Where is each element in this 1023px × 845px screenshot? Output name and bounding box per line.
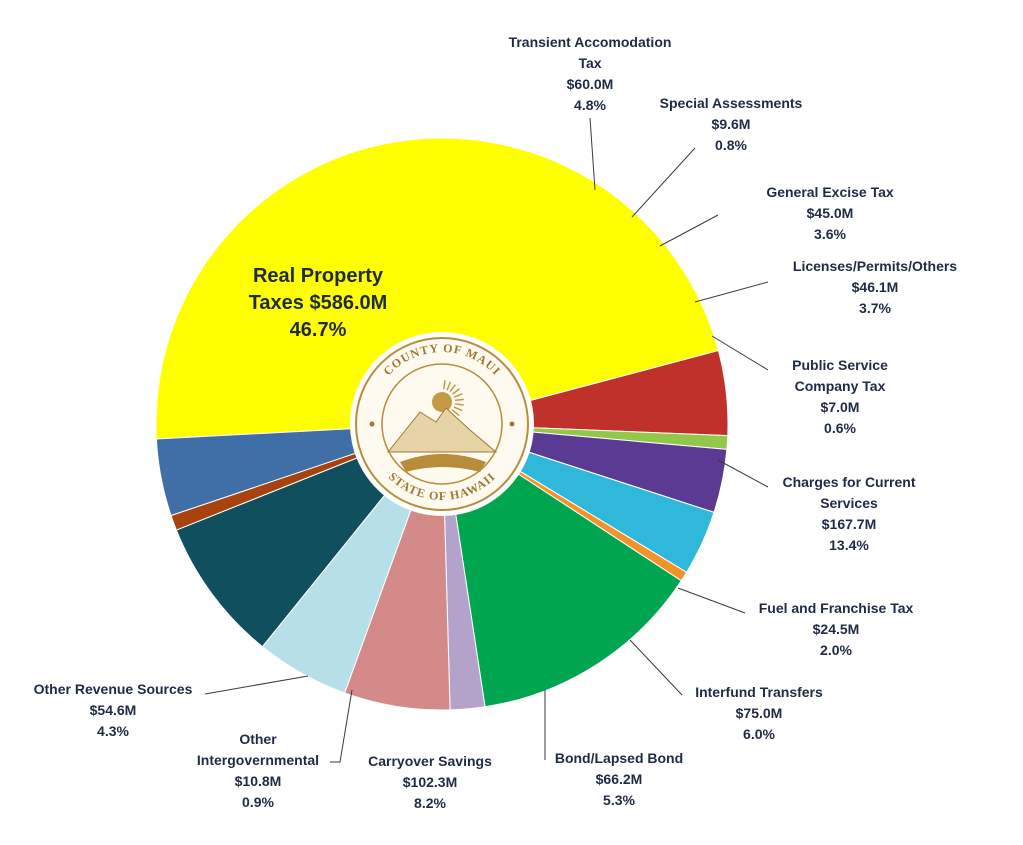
leader-public-service-company-tax [711,335,769,371]
label-name: Other Revenue Sources [34,681,193,697]
label-percent: 13.4% [829,537,869,553]
label-percent: 3.7% [859,300,891,316]
label-name: Bond/Lapsed Bond [555,750,683,766]
label-value: $10.8M [235,773,282,789]
label-value: $24.5M [813,621,860,637]
label-value: $102.3M [403,774,457,790]
label-name: Other [239,731,277,747]
label-licenses-permits-others: Licenses/Permits/Others $46.1M 3.7% [793,258,957,316]
label-carryover-savings: Carryover Savings $102.3M 8.2% [368,753,492,811]
leader-transient-accomodation-tax [589,117,596,191]
leader-lines [204,117,769,763]
label-value: $167.7M [822,516,876,532]
label-percent: 3.6% [814,226,846,242]
slice-real-property-taxes [155,137,720,440]
label-percent: 0.6% [824,420,856,436]
slice-charges-for-current-services [441,422,682,708]
label-general-excise-tax: General Excise Tax $45.0M 3.6% [766,184,894,242]
label-name: Real Property [253,265,384,287]
label-name-value: Taxes $586.0M [249,292,388,314]
label-name: Special Assessments [660,95,803,111]
label-percent: 4.3% [97,723,129,739]
label-fuel-and-franchise-tax: Fuel and Franchise Tax $24.5M 2.0% [759,600,914,658]
leader-interfund-transfers [629,639,683,696]
leader-general-excise-tax [659,214,719,247]
leader-other-intergovernmental [330,689,353,763]
label-name: Fuel and Franchise Tax [759,600,914,616]
label-value: $9.6M [712,116,751,132]
label-name: Company Tax [795,378,886,394]
label-real-property-taxes: Real Property Taxes $586.0M 46.7% [249,265,388,341]
label-percent: 46.7% [290,319,347,341]
label-percent: 8.2% [414,795,446,811]
label-special-assessments: Special Assessments $9.6M 0.8% [660,95,803,153]
leader-other-revenue-sources [204,675,309,695]
leader-special-assessments [631,147,696,218]
leader-charges-for-current-services [717,459,769,488]
label-value: $60.0M [567,76,614,92]
seal-ground-icon [400,454,486,472]
label-percent: 4.8% [574,97,606,113]
seal-dot-left [369,421,375,427]
label-public-service-company-tax: Public Service Company Tax $7.0M 0.6% [792,357,888,436]
label-percent: 2.0% [820,642,852,658]
label-interfund-transfers: Interfund Transfers $75.0M 6.0% [695,684,823,742]
seal-mountain-icon [386,407,498,453]
label-name: Carryover Savings [368,753,492,769]
label-other-revenue-sources: Other Revenue Sources $54.6M 4.3% [34,681,193,739]
seal-dot-right [509,421,515,427]
label-name: Interfund Transfers [695,684,823,700]
label-percent: 0.8% [715,137,747,153]
label-percent: 0.9% [242,794,274,810]
label-name: Charges for Current [782,474,915,490]
label-value: $54.6M [90,702,137,718]
label-other-intergovernmental: Other Intergovernmental $10.8M 0.9% [197,731,319,810]
label-percent: 6.0% [743,726,775,742]
label-name: General Excise Tax [766,184,894,200]
label-value: $46.1M [852,279,899,295]
label-name: Transient Accomodation [509,34,672,50]
label-name: Licenses/Permits/Others [793,258,957,274]
county-seal: COUNTY OF MAUI STATE OF HAWAII [350,332,534,516]
label-value: $75.0M [736,705,783,721]
slice-labels: Real Property Taxes $586.0M 46.7% Transient… [34,34,958,811]
label-charges-for-current-services: Charges for Current Services $167.7M 13.4% [782,474,915,553]
label-name: Intergovernmental [197,752,319,768]
label-bond-lapsed-bond: Bond/Lapsed Bond $66.2M 5.3% [555,750,683,808]
label-name: Tax [578,55,601,71]
label-transient-accomodation-tax: Transient Accomodation Tax $60.0M 4.8% [509,34,672,113]
label-value: $45.0M [807,205,854,221]
label-value: $66.2M [596,771,643,787]
label-name: Public Service [792,357,888,373]
label-name: Services [820,495,878,511]
label-percent: 5.3% [603,792,635,808]
label-value: $7.0M [821,399,860,415]
leader-fuel-and-franchise-tax [677,587,746,614]
leader-licenses-permits-others [694,281,769,303]
